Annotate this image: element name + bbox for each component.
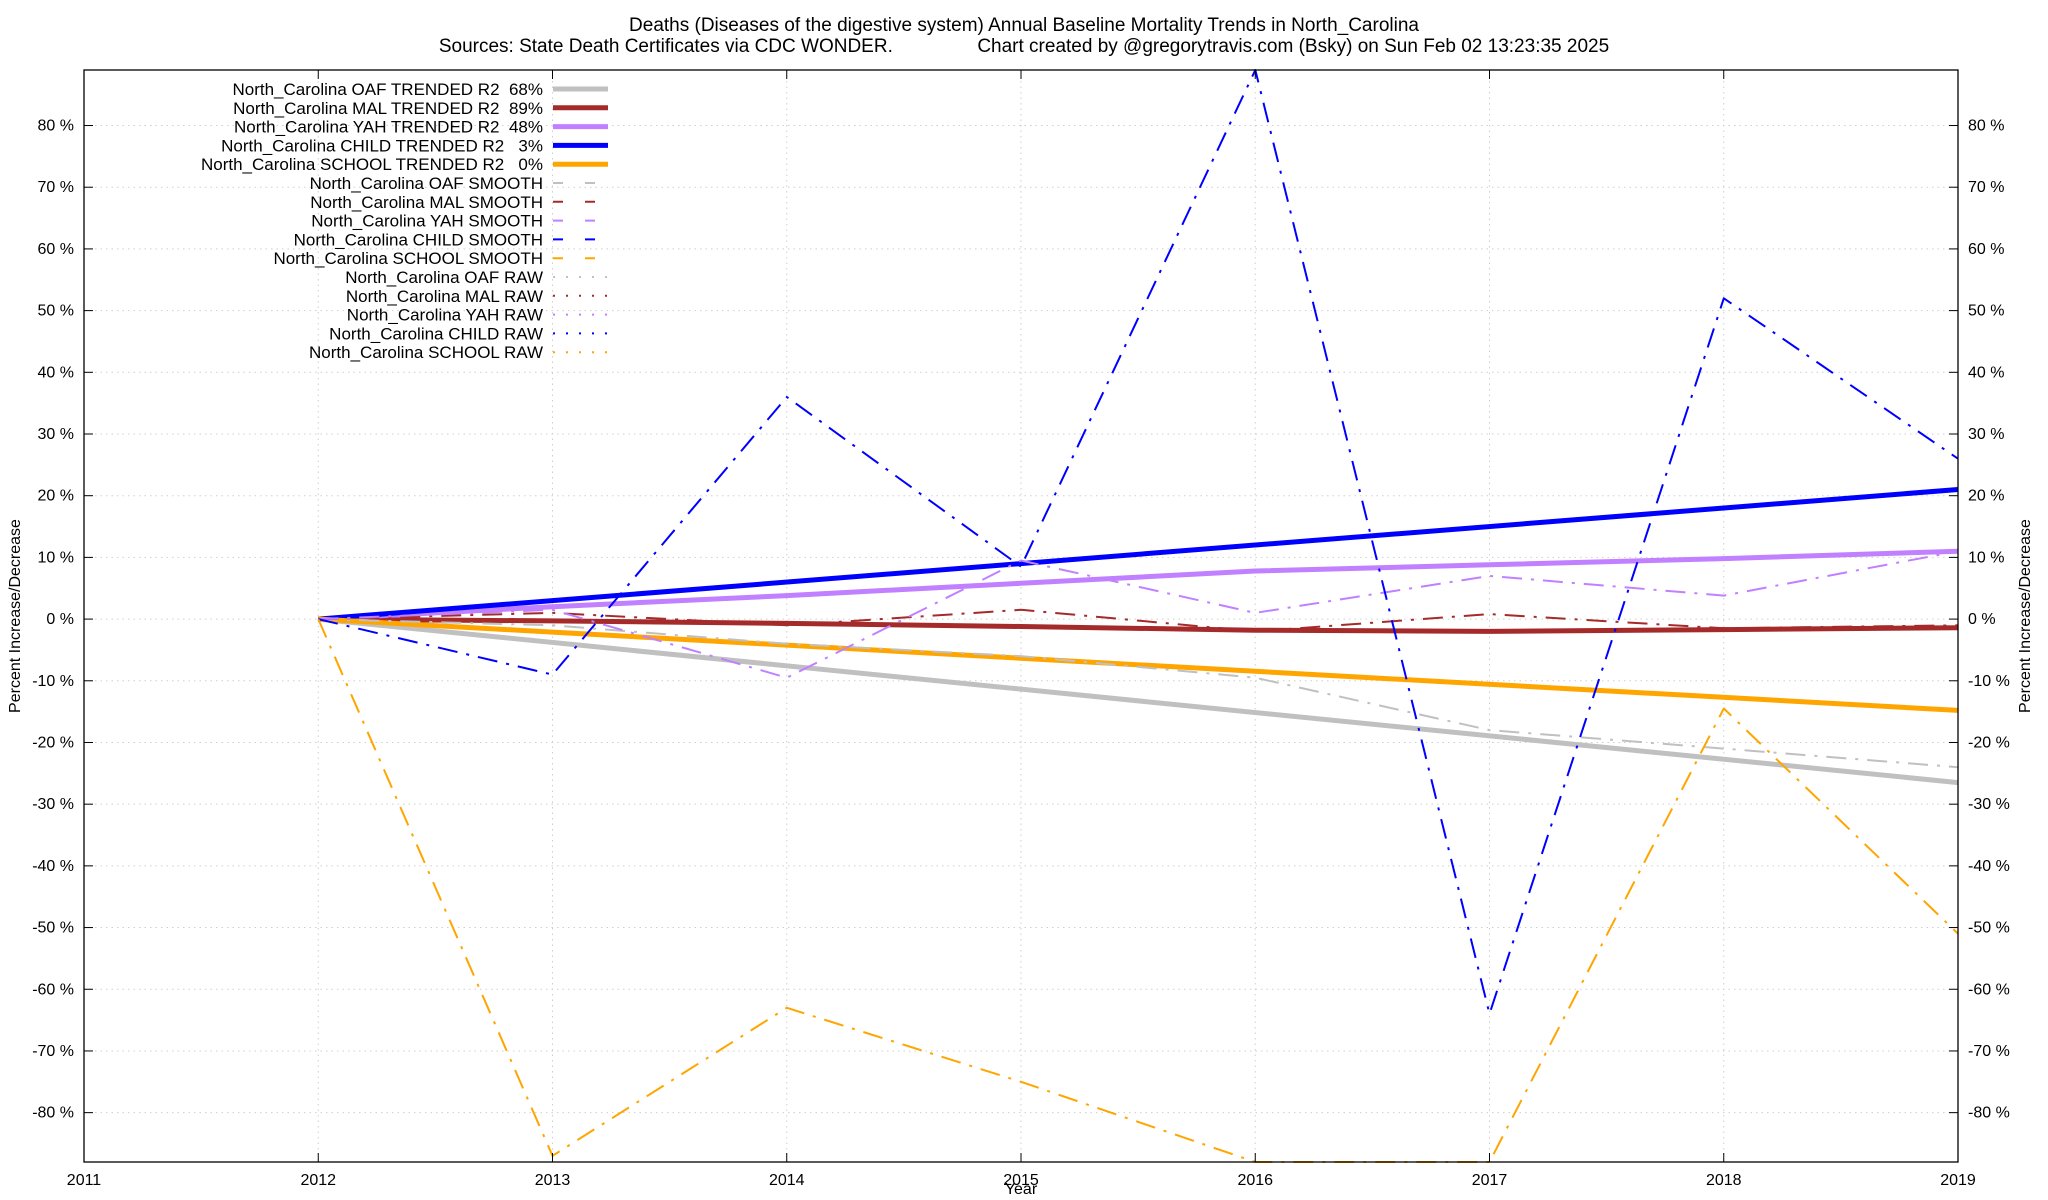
y-tick-label-right: 20 % [1968, 488, 2004, 505]
y-tick-label-right: -80 % [1968, 1105, 2010, 1122]
y-tick-label-right: 40 % [1968, 364, 2004, 381]
x-tick-label: 2019 [1940, 1172, 1976, 1189]
tick-layer: 2011 2012 2013 2014 2015 2016 2017 2018 2019 80 %… [32, 70, 2010, 1189]
chart-title: Deaths (Diseases of the digestive system… [629, 15, 1419, 36]
y-tick-label-left: 70 % [38, 179, 74, 196]
y-axis-label-left: Percent Increase/Decrease [7, 519, 24, 713]
legend-label-10: North_Carolina OAF RAW [345, 268, 543, 287]
series-layer [317, 69, 1959, 1163]
y-tick-label-left: 50 % [38, 303, 74, 320]
y-tick-label-right: 50 % [1968, 303, 2004, 320]
y-tick-label-left: 60 % [38, 241, 74, 258]
y-tick-label-left: -30 % [32, 796, 74, 813]
y-tick-label-right: 30 % [1968, 426, 2004, 443]
legend-label-14: North_Carolina SCHOOL RAW [309, 343, 543, 362]
y-tick-label-right: -50 % [1968, 920, 2010, 937]
y-axis-label-right: Percent Increase/Decrease [2017, 519, 2034, 713]
x-tick-label: 2013 [535, 1172, 571, 1189]
x-axis-label: Year [1005, 1181, 1038, 1198]
y-tick-label-right: 0 % [1968, 611, 1996, 628]
y-tick-label-right: -30 % [1968, 796, 2010, 813]
y-tick-label-right: 70 % [1968, 179, 2004, 196]
y-tick-label-right: 10 % [1968, 549, 2004, 566]
y-tick-label-left: -40 % [32, 858, 74, 875]
legend-label-0: North_Carolina OAF TRENDED R2 68% [232, 80, 543, 99]
legend-label-11: North_Carolina MAL RAW [346, 287, 543, 306]
series-line-0 [318, 616, 1959, 786]
series-line-8 [318, 69, 1959, 1015]
y-tick-label-left: -60 % [32, 981, 74, 998]
x-tick-label: 2014 [769, 1172, 805, 1189]
x-tick-label: 2018 [1706, 1172, 1742, 1189]
y-tick-label-left: 40 % [38, 364, 74, 381]
y-tick-label-right: -70 % [1968, 1043, 2010, 1060]
x-tick-label: 2011 [67, 1172, 102, 1189]
series-line-5 [318, 618, 1959, 769]
y-tick-label-left: -10 % [32, 673, 74, 690]
legend-label-5: North_Carolina OAF SMOOTH [310, 174, 543, 193]
y-tick-label-right: -20 % [1968, 734, 2010, 751]
y-tick-label-left: 30 % [38, 426, 74, 443]
chart-subtitle: Sources: State Death Certificates via CD… [439, 36, 1609, 57]
legend-label-2: North_Carolina YAH TRENDED R2 48% [234, 118, 543, 137]
y-tick-label-left: -50 % [32, 920, 74, 937]
x-tick-label: 2015 [1003, 1172, 1039, 1189]
y-tick-label-left: -20 % [32, 734, 74, 751]
y-tick-label-left: -70 % [32, 1043, 74, 1060]
series-line-9 [317, 618, 1959, 1163]
y-tick-label-left: -80 % [32, 1105, 74, 1122]
y-tick-label-right: -60 % [1968, 981, 2010, 998]
legend-label-8: North_Carolina CHILD SMOOTH [294, 230, 543, 249]
x-tick-label: 2012 [300, 1172, 336, 1189]
series-line-6 [318, 608, 1959, 633]
y-tick-label-left: 20 % [38, 488, 74, 505]
y-tick-label-right: 80 % [1968, 118, 2004, 135]
legend-label-13: North_Carolina CHILD RAW [329, 324, 543, 343]
y-tick-label-right: -10 % [1968, 673, 2010, 690]
series-line-3 [318, 487, 1959, 622]
x-tick-label: 2017 [1472, 1172, 1508, 1189]
legend-label-12: North_Carolina YAH RAW [347, 306, 543, 325]
y-tick-label-right: -40 % [1968, 858, 2010, 875]
y-tick-label-right: 60 % [1968, 241, 2004, 258]
series-line-7 [318, 550, 1959, 679]
legend-label-9: North_Carolina SCHOOL SMOOTH [273, 249, 543, 268]
legend-label-4: North_Carolina SCHOOL TRENDED R2 0% [201, 155, 543, 174]
legend-label-1: North_Carolina MAL TRENDED R2 89% [233, 99, 543, 118]
series-line-2 [318, 548, 1959, 622]
series-line-4 [318, 616, 1959, 713]
y-tick-label-left: 80 % [38, 118, 74, 135]
legend-label-3: North_Carolina CHILD TRENDED R2 3% [221, 136, 543, 155]
y-tick-label-left: 10 % [38, 549, 74, 566]
legend-label-6: North_Carolina MAL SMOOTH [310, 193, 543, 212]
y-tick-label-left: 0 % [46, 611, 74, 628]
legend-label-7: North_Carolina YAH SMOOTH [311, 212, 543, 231]
x-tick-label: 2016 [1237, 1172, 1273, 1189]
legend: North_Carolina OAF TRENDED R2 68%North_C… [201, 80, 608, 362]
